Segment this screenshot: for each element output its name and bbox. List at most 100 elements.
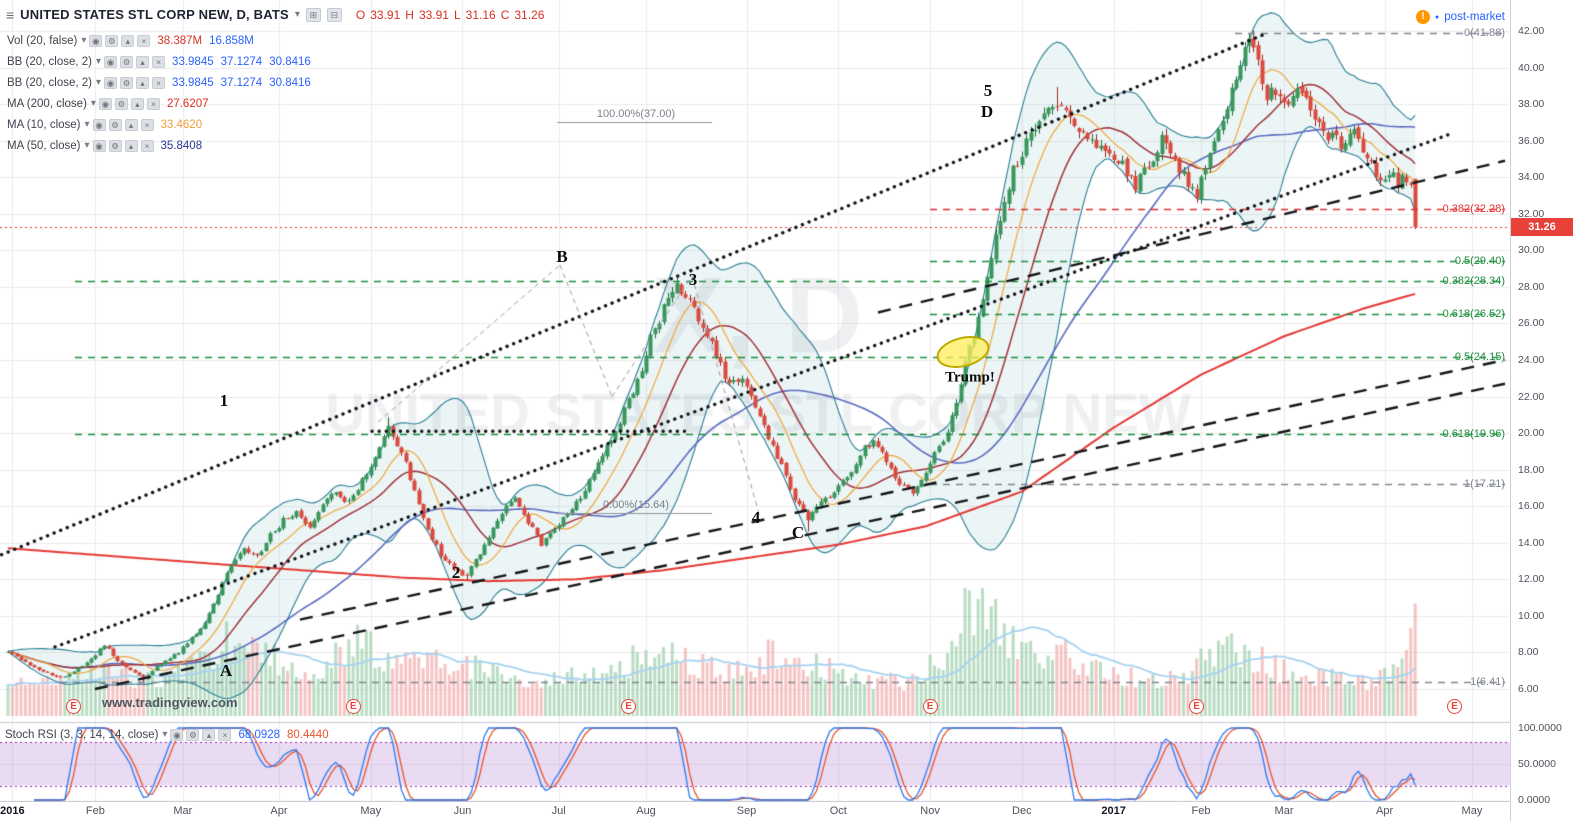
fib-extension-label[interactable]: 0.00%(15.64) [602,498,670,511]
indicator-settings-button[interactable]: ⚙ [120,55,134,68]
trump-annotation[interactable]: Trump! [945,369,995,386]
indicator-close-button[interactable]: × [140,118,154,131]
earnings-marker[interactable]: E [1189,699,1205,714]
price-tick-label: 16.00 [1518,500,1545,513]
price-scale[interactable]: 31.26 42.00 40.00 38.00 36.00 34.00 32.00 30.0… [1510,0,1573,821]
elliott-wave-label[interactable]: 4 [751,508,761,527]
chart-header: ≡ UNITED STATES STL CORP NEW, D, BATS ▾ … [6,7,544,22]
earnings-marker[interactable]: E [1446,699,1462,714]
price-tick-label: 36.00 [1518,134,1545,147]
time-scale[interactable]: 2016 Feb Mar Apr May Jun Jul Aug Sep Oct Nov Dec 201… [0,802,1510,821]
time-tick-label: Mar [1274,805,1294,817]
chevron-down-icon[interactable]: ▾ [84,140,90,151]
indicator-settings-button[interactable]: ⚙ [108,118,122,131]
elliott-wave-label[interactable]: 5 [983,81,993,100]
elliott-wave-label[interactable]: A [219,661,233,680]
indicator-moveup-button[interactable]: ▴ [136,55,150,68]
indicator-settings-button[interactable]: ⚙ [105,34,119,47]
time-tick-label: Jun [453,805,472,817]
indicator-row: BB (20, close, 2) ▾ ◉ ⚙ ▴ × 33.9845 37.1274 30.8… [7,72,311,93]
indicator-moveup-button[interactable]: ▴ [202,728,216,741]
stoch-rsi-legend: Stoch RSI (3, 3, 14, 14, close) ▾ ◉ ⚙ ▴ × 68.0… [5,724,329,745]
low-label: L [453,7,461,22]
price-tick-label: 18.00 [1518,463,1545,476]
fib-level-label[interactable]: 0.382(28.34) [1442,274,1505,287]
indicator-name[interactable]: MA (50, close) [7,139,81,152]
elliott-wave-label[interactable]: C [791,523,805,542]
maximize-button[interactable]: ⊟ [326,7,342,22]
indicator-close-button[interactable]: × [137,34,151,47]
indicator-eye-button[interactable]: ◉ [89,34,103,47]
indicator-moveup-button[interactable]: ▴ [130,97,144,110]
earnings-marker[interactable]: E [66,699,82,714]
fib-level-label[interactable]: 0.618(19.96) [1442,427,1505,440]
chart-menu-icon[interactable]: ≡ [6,6,15,23]
indicator-moveup-button[interactable]: ▴ [124,118,138,131]
chevron-down-icon[interactable]: ▾ [90,98,96,109]
fib-level-label[interactable]: 0.5(24.15) [1454,351,1505,364]
elliott-wave-label[interactable]: 3 [688,270,698,289]
indicator-name[interactable]: BB (20, close, 2) [7,76,93,89]
symbol-title[interactable]: UNITED STATES STL CORP NEW, D, BATS [20,7,289,22]
earnings-marker[interactable]: E [922,699,938,714]
indicator-name[interactable]: Vol (20, false) [7,34,78,47]
indicator-name[interactable]: BB (20, close, 2) [7,55,93,68]
time-tick-label: Sep [736,805,757,817]
indicator-name[interactable]: Stoch RSI (3, 3, 14, 14, close) [5,728,159,741]
alert-icon[interactable]: ! [1416,10,1431,24]
fib-level-label[interactable]: 1(17.21) [1464,478,1505,491]
price-tick-label: 8.00 [1518,646,1539,659]
indicator-name[interactable]: MA (10, close) [7,118,81,131]
elliott-wave-label[interactable]: D [980,102,994,121]
compare-button[interactable]: ⊞ [305,7,321,22]
chevron-down-icon[interactable]: ▾ [294,9,300,20]
fib-level-label[interactable]: 0(41.88) [1464,27,1505,40]
stoch-tick-label: 0.0000 [1518,794,1551,806]
indicator-settings-button[interactable]: ⚙ [108,139,122,152]
fib-level-label[interactable]: 1(6.41) [1470,675,1505,688]
indicator-moveup-button[interactable]: ▴ [136,76,150,89]
indicator-eye-button[interactable]: ◉ [104,55,118,68]
elliott-wave-label[interactable]: 1 [219,391,229,410]
elliott-wave-label[interactable]: B [556,247,568,266]
indicator-close-button[interactable]: × [146,97,160,110]
indicator-moveup-button[interactable]: ▴ [124,139,138,152]
indicator-settings-button[interactable]: ⚙ [120,76,134,89]
indicator-row: MA (200, close) ▾ ◉ ⚙ ▴ × 27.6207 [7,93,311,114]
chevron-down-icon[interactable]: ▾ [96,77,102,88]
fib-level-label[interactable]: 0.382(32.28) [1442,202,1505,215]
fib-extension-label[interactable]: 100.00%(37.00) [596,108,676,121]
fib-level-label[interactable]: 0.5(29.40) [1454,255,1505,268]
tradingview-link[interactable]: www.tradingview.com [102,695,238,710]
high-label: H [405,7,414,22]
indicator-eye-button[interactable]: ◉ [92,139,106,152]
elliott-wave-label[interactable]: 2 [451,563,461,582]
earnings-marker[interactable]: E [345,699,361,714]
indicator-moveup-button[interactable]: ▴ [121,34,135,47]
indicator-legend: Vol (20, false) ▾ ◉ ⚙ ▴ × 38.387M 16.858M BB (20… [7,30,311,156]
chevron-down-icon[interactable]: ▾ [96,56,102,67]
chevron-down-icon[interactable]: ▾ [162,729,168,740]
price-tick-label: 34.00 [1518,171,1545,184]
indicator-close-button[interactable]: × [140,139,154,152]
indicator-settings-button[interactable]: ⚙ [186,728,200,741]
chevron-down-icon[interactable]: ▾ [84,119,90,130]
indicator-settings-button[interactable]: ⚙ [114,97,128,110]
indicator-value: 37.1274 [220,76,263,89]
indicator-close-button[interactable]: × [152,55,166,68]
earnings-marker[interactable]: E [621,699,637,714]
price-tick-label: 42.00 [1518,25,1545,37]
indicator-eye-button[interactable]: ◉ [170,728,184,741]
indicator-close-button[interactable]: × [218,728,232,741]
time-tick-label: Jul [551,805,566,817]
indicator-close-button[interactable]: × [152,76,166,89]
time-tick-label: Feb [85,805,105,817]
indicator-eye-button[interactable]: ◉ [92,118,106,131]
fib-level-label[interactable]: 0.618(26.52) [1442,307,1505,320]
indicator-eye-button[interactable]: ◉ [98,97,112,110]
chevron-down-icon[interactable]: ▾ [81,35,87,46]
indicator-row: MA (50, close) ▾ ◉ ⚙ ▴ × 35.8408 [7,135,311,156]
indicator-eye-button[interactable]: ◉ [104,76,118,89]
indicator-name[interactable]: MA (200, close) [7,97,87,110]
